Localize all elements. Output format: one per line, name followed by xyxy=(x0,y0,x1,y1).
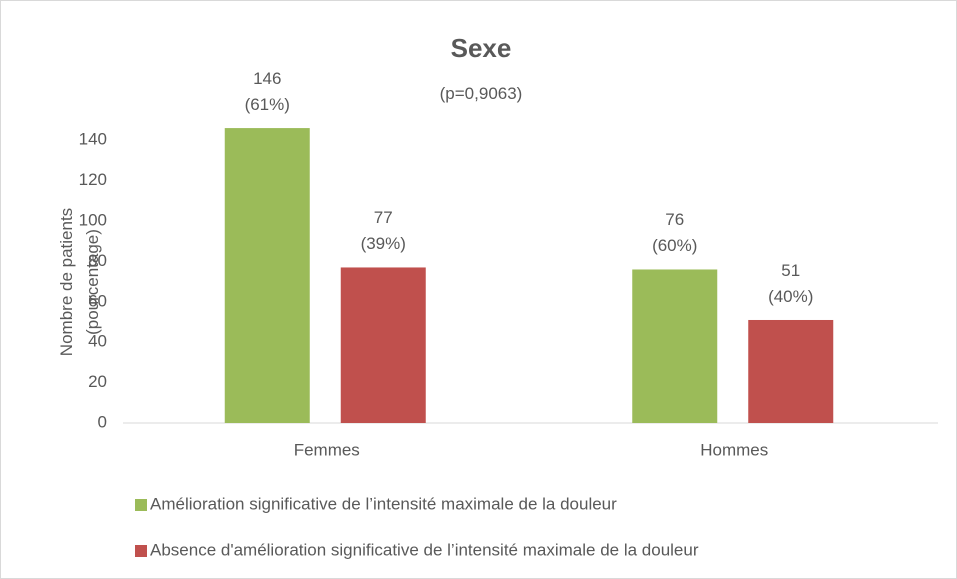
x-tick-label: Hommes xyxy=(700,440,768,459)
legend-label: Absence d'amélioration significative de … xyxy=(150,540,699,559)
data-label: 77 (39%) xyxy=(360,208,406,254)
legend-swatch xyxy=(135,545,147,557)
chart-title: Sexe xyxy=(450,33,512,63)
data-label: 76 (60%) xyxy=(652,210,698,256)
legend-swatch xyxy=(135,499,147,511)
x-tick-label: Femmes xyxy=(294,440,360,459)
data-label: 146 (61%) xyxy=(244,69,290,115)
y-tick-label: 140 xyxy=(79,130,107,149)
bar xyxy=(224,128,310,423)
y-tick-label: 20 xyxy=(88,372,107,391)
chart-subtitle: (p=0,9063) xyxy=(439,84,523,103)
legend-label: Amélioration significative de l’intensit… xyxy=(150,494,617,513)
y-tick-label: 100 xyxy=(79,210,107,229)
y-tick-label: 60 xyxy=(88,291,107,310)
y-tick-label: 120 xyxy=(79,170,107,189)
bar xyxy=(340,267,426,423)
y-tick-label: 40 xyxy=(88,332,107,351)
y-tick-label: 80 xyxy=(88,251,107,270)
y-axis-label: Nombre de patients (pourcentage) xyxy=(57,207,102,357)
data-label: 51 (40%) xyxy=(768,260,814,306)
y-tick-label: 0 xyxy=(98,412,107,431)
bar xyxy=(632,269,718,423)
bar xyxy=(748,319,834,423)
